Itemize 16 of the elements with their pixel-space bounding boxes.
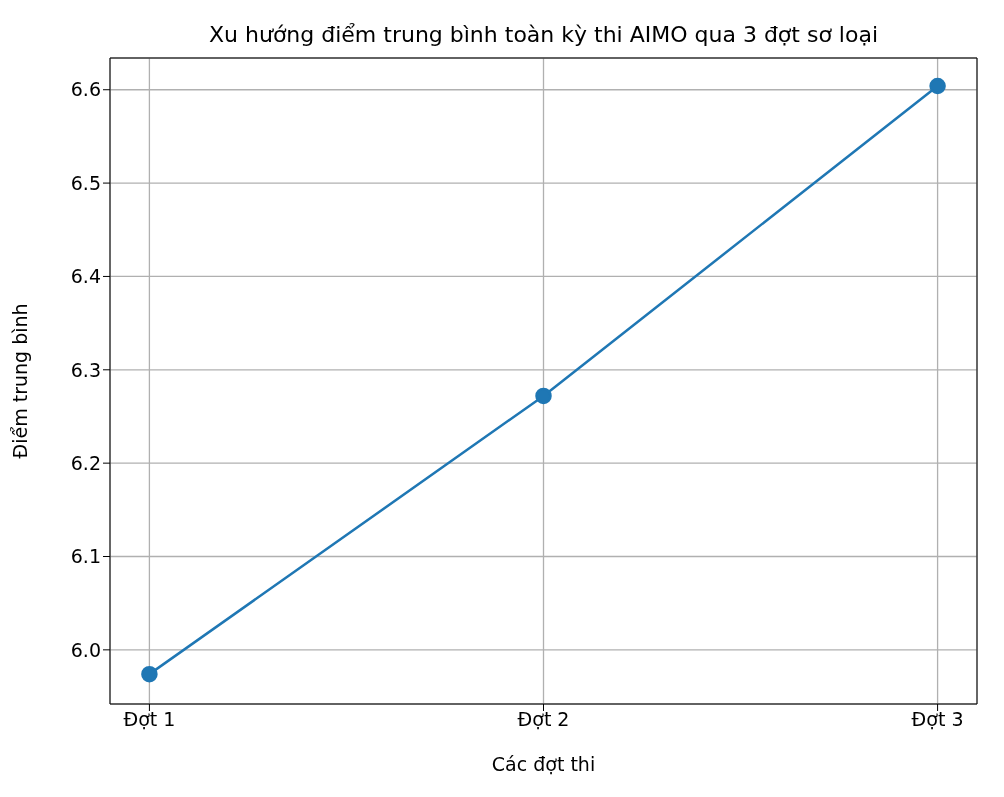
- x-axis-title: Các đợt thi: [491, 753, 596, 775]
- point: [535, 387, 552, 405]
- y-tick-label: 6.0: [70, 638, 101, 661]
- x-tick-label: Đợt 3: [911, 708, 964, 731]
- y-tick-label: 6.1: [70, 545, 101, 568]
- y-tick-label: 6.2: [70, 451, 101, 474]
- y-tick-label: 6.5: [70, 171, 101, 194]
- point: [141, 665, 158, 683]
- x-tick-label: Đợt 2: [517, 708, 570, 731]
- chart-title: Xu hướng điểm trung bình toàn kỳ thi AIMO qua 3 đợt sơ loại: [208, 22, 879, 47]
- x-tick-label: Đợt 1: [123, 708, 176, 731]
- y-tick-label: 6.3: [70, 358, 101, 381]
- y-tick-label: 6.4: [70, 265, 101, 288]
- y-tick-label: 6.6: [70, 78, 101, 101]
- y-axis-title: Điểm trung bình: [8, 303, 31, 459]
- point: [929, 77, 946, 95]
